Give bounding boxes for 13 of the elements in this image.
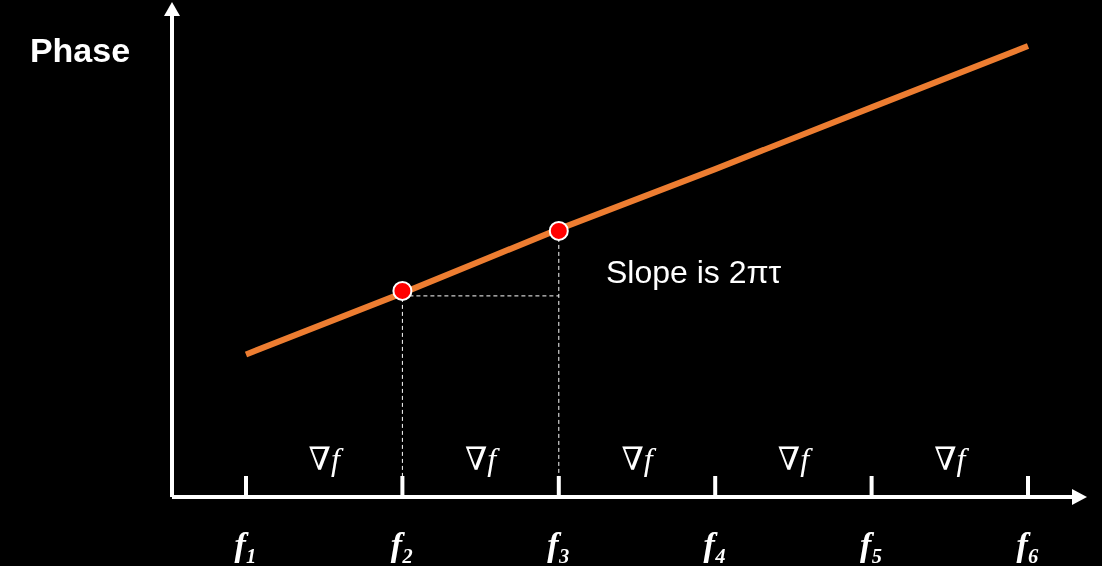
x-tick-label: f₂ <box>390 526 414 563</box>
x-tick-label: f₅ <box>860 526 884 563</box>
annotation: ∇f <box>934 441 970 477</box>
annotation: ∇f <box>777 441 814 477</box>
x-tick-label: f₆ <box>1016 526 1040 563</box>
y-axis-title: Phase <box>29 31 131 69</box>
annotation: ∇f <box>621 441 657 477</box>
x-tick-label: f₃ <box>547 526 571 563</box>
annotation: ∇f <box>464 441 501 477</box>
annotation: ∇f <box>308 441 344 477</box>
annotation: Slope is 2πτ <box>606 254 782 290</box>
x-tick-label: f₁ <box>234 526 258 563</box>
x-tick-label: f₄ <box>703 526 727 563</box>
